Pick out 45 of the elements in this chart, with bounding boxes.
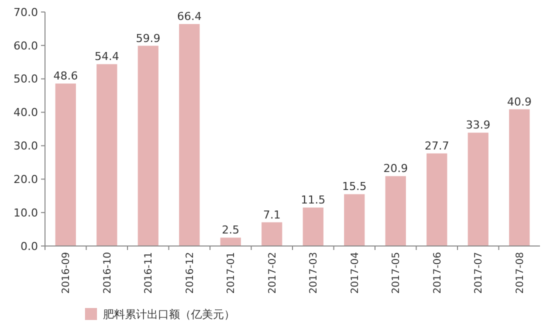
bar: [138, 46, 158, 246]
data-label: 15.5: [342, 180, 367, 194]
x-tick-label: 2016-09: [61, 252, 72, 294]
y-tick-label: 50.0: [14, 72, 38, 86]
data-label: 40.9: [507, 95, 532, 108]
data-label: 11.5: [300, 194, 326, 207]
bar: [468, 132, 488, 246]
y-tick-label: 10.0: [14, 206, 38, 220]
bar: [96, 64, 118, 246]
y-tick-label: 60.0: [14, 39, 38, 52]
data-label: 33.9: [466, 118, 490, 132]
x-tick-label: 2017-05: [391, 252, 402, 294]
data-label: 27.7: [424, 139, 450, 152]
bar: [262, 222, 282, 246]
bar: [344, 194, 365, 246]
y-tick-label: 40.0: [14, 106, 38, 120]
x-tick-label: 2016-12: [184, 252, 196, 294]
x-tick-label: 2016-10: [102, 252, 114, 294]
bar: [179, 24, 200, 246]
y-tick-label: 70.0: [14, 6, 38, 19]
x-tick-label: 2017-01: [226, 252, 238, 294]
bar: [509, 109, 530, 246]
data-label: 59.9: [136, 32, 160, 45]
bar: [385, 176, 406, 246]
x-tick-label: 2017-03: [308, 252, 320, 294]
x-tick-label: 2017-07: [474, 252, 485, 294]
bar: [55, 84, 76, 246]
x-tick-label: 2017-04: [350, 252, 361, 294]
x-tick-label: 2017-08: [514, 252, 526, 294]
bar: [302, 208, 324, 246]
data-label: 7.1: [263, 208, 281, 222]
x-tick-label: 2017-06: [432, 252, 444, 294]
x-tick-label: 2017-02: [267, 252, 278, 294]
y-tick-label: 20.0: [14, 172, 38, 186]
x-tick-label: 2016-11: [144, 252, 155, 294]
bar: [426, 153, 448, 246]
data-label: 20.9: [383, 162, 408, 176]
data-label: 48.6: [53, 70, 78, 83]
data-label: 54.4: [94, 50, 120, 64]
bar: [220, 238, 241, 246]
legend-label: 肥料累计出口额（亿美元）: [103, 308, 235, 321]
y-tick-label: 30.0: [14, 140, 38, 153]
data-label: 66.4: [177, 10, 202, 24]
data-label: 2.5: [222, 224, 240, 237]
y-tick-label: 0.0: [20, 240, 38, 253]
